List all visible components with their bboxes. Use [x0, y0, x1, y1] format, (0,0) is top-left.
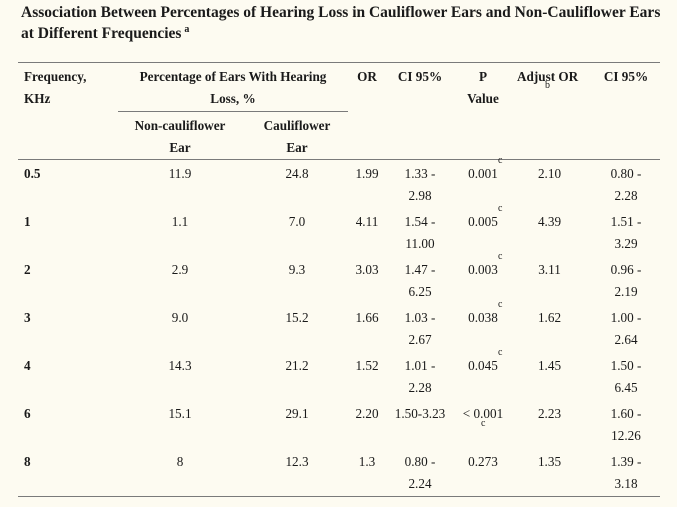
cell-ci2-b: 6.45	[614, 380, 638, 395]
cell-ci2-b: 2.19	[614, 284, 638, 299]
cell-or: 1.66	[355, 310, 379, 325]
cell-non: 11.9	[168, 166, 192, 181]
cell-p: 0.273	[468, 454, 498, 469]
cell-non: 1.1	[171, 214, 189, 229]
cell-ci1-a: 1.50-3.23	[394, 406, 446, 421]
cell-ci1-a: 0.80 -	[404, 454, 436, 469]
cell-ci1-b: 11.00	[405, 236, 435, 251]
cell-ci1-a: 1.47 -	[404, 262, 436, 277]
table-title: Association Between Percentages of Heari…	[21, 2, 671, 44]
cell-ci2-b: 12.26	[611, 428, 641, 443]
cell-p: 0.045	[468, 358, 498, 373]
cell-ci1-a: 1.54 -	[404, 214, 436, 229]
cell-ci2-b: 2.28	[614, 188, 638, 203]
header-non-cauliflower-line1: Non-cauliflower	[134, 118, 226, 133]
cell-non: 14.3	[168, 358, 192, 373]
cell-aor: 1.62	[537, 310, 562, 325]
cell-or: 1.3	[358, 454, 376, 469]
p-value-footnote-marker: c	[498, 347, 503, 358]
cell-p: 0.005	[468, 214, 498, 229]
cell-ci2-a: 1.00 -	[610, 310, 642, 325]
header-bottom-rule	[18, 159, 660, 160]
cell-caul: 7.0	[288, 214, 306, 229]
cell-non: 8	[176, 454, 184, 469]
percentage-spanner-rule	[118, 111, 348, 112]
cell-ci2-b: 3.18	[614, 476, 638, 491]
cell-or: 1.99	[355, 166, 379, 181]
cell-ci2-b: 2.64	[614, 332, 638, 347]
cell-ci2-a: 1.39 -	[610, 454, 642, 469]
header-ci2: CI 95%	[603, 69, 649, 84]
cell-or: 2.20	[355, 406, 379, 421]
cell-aor: 4.39	[537, 214, 562, 229]
cell-ci1-b: 2.98	[408, 188, 432, 203]
cell-freq: 2	[24, 262, 31, 277]
cell-ci2-a: 1.51 -	[610, 214, 642, 229]
cell-caul: 24.8	[285, 166, 309, 181]
cell-ci1-a: 1.03 -	[404, 310, 436, 325]
cell-caul: 12.3	[285, 454, 309, 469]
cell-caul: 21.2	[285, 358, 309, 373]
cell-freq: 1	[24, 214, 31, 229]
cell-ci1-b: 2.24	[408, 476, 432, 491]
cell-freq: 8	[24, 454, 31, 469]
bottom-rule	[18, 496, 660, 497]
title-footnote-marker: a	[184, 24, 190, 35]
cell-ci2-a: 0.96 -	[610, 262, 642, 277]
cell-p: 0.003	[468, 262, 498, 277]
cell-or: 1.52	[355, 358, 379, 373]
cell-freq: 0.5	[24, 166, 41, 181]
p-value-footnote-marker: c	[498, 203, 503, 214]
header-cauliflower-line1: Cauliflower	[263, 118, 331, 133]
cell-ci1-b: 6.25	[408, 284, 432, 299]
p-value-footnote-marker: c	[481, 418, 486, 429]
cell-p: 0.001	[468, 166, 498, 181]
header-ci1: CI 95%	[397, 69, 443, 84]
adjust-or-footnote-marker: b	[545, 80, 550, 91]
cell-aor: 1.45	[537, 358, 562, 373]
cell-ci1-b: 2.28	[408, 380, 432, 395]
cell-freq: 6	[24, 406, 31, 421]
cell-freq: 3	[24, 310, 31, 325]
cell-p: < 0.001	[462, 406, 504, 421]
cell-ci2-a: 1.50 -	[610, 358, 642, 373]
cell-caul: 9.3	[288, 262, 306, 277]
cell-caul: 15.2	[285, 310, 309, 325]
header-frequency-line2: KHz	[24, 91, 51, 106]
cell-aor: 3.11	[538, 262, 561, 277]
header-or: OR	[357, 69, 377, 84]
cell-freq: 4	[24, 358, 31, 373]
cell-ci1-a: 1.01 -	[404, 358, 436, 373]
header-p-line2: Value	[467, 91, 499, 106]
cell-or: 3.03	[355, 262, 379, 277]
cell-non: 15.1	[168, 406, 192, 421]
header-cauliflower-line2: Ear	[286, 140, 308, 155]
cell-ci2-a: 1.60 -	[610, 406, 642, 421]
cell-aor: 1.35	[537, 454, 562, 469]
cell-ci1-a: 1.33 -	[404, 166, 436, 181]
header-p-line1: P	[478, 69, 488, 84]
p-value-footnote-marker: c	[498, 251, 503, 262]
p-value-footnote-marker: c	[498, 155, 503, 166]
cell-ci1-b: 2.67	[408, 332, 432, 347]
cell-non: 2.9	[171, 262, 189, 277]
header-non-cauliflower-line2: Ear	[169, 140, 191, 155]
header-percentage-line2: Loss, %	[210, 91, 256, 106]
cell-ci2-a: 0.80 -	[610, 166, 642, 181]
p-value-footnote-marker: c	[498, 299, 503, 310]
cell-or: 4.11	[355, 214, 379, 229]
top-rule	[18, 62, 660, 63]
header-adjust-or: Adjust OR	[517, 69, 579, 84]
table-title-text: Association Between Percentages of Heari…	[21, 4, 661, 42]
cell-aor: 2.10	[537, 166, 562, 181]
header-percentage-line1: Percentage of Ears With Hearing	[139, 69, 327, 84]
header-frequency-line1: Frequency,	[24, 69, 87, 84]
cell-caul: 29.1	[285, 406, 309, 421]
cell-p: 0.038	[468, 310, 498, 325]
cell-non: 9.0	[171, 310, 189, 325]
cell-ci2-b: 3.29	[614, 236, 638, 251]
cell-aor: 2.23	[537, 406, 562, 421]
